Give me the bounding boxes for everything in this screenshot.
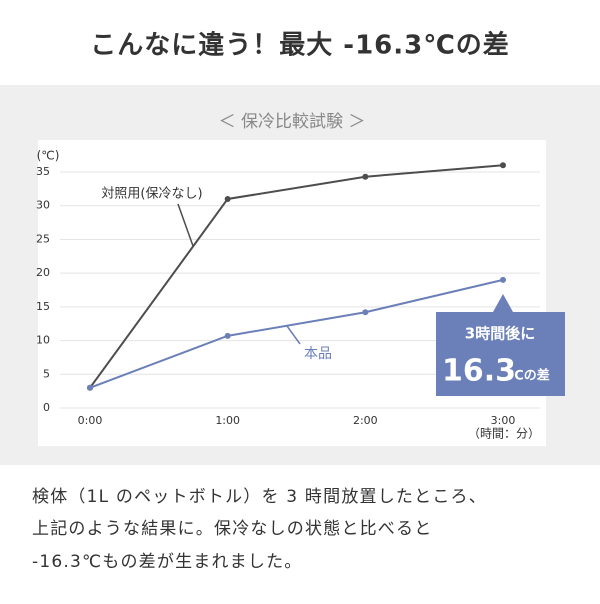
data-point — [500, 276, 506, 283]
data-point — [500, 162, 506, 169]
leader-line — [286, 325, 301, 345]
callout-unit: ℃の差 — [508, 368, 550, 384]
body-line: 検体（1L のペットボトル）を 3 時間放置したところ、 — [32, 487, 487, 507]
body-line: -16.3℃もの差が生まれました。 — [32, 552, 302, 572]
leader-line — [177, 203, 194, 247]
y-tick-label: 15 — [36, 300, 50, 313]
x-tick-label: 0:00 — [78, 414, 103, 427]
data-point — [362, 309, 369, 316]
series-line — [89, 278, 504, 389]
chart-title: ＜ 保冷比較試験 ＞ — [219, 112, 366, 132]
callout-box — [436, 294, 565, 396]
y-tick-label: 20 — [36, 266, 50, 279]
y-tick-label: 30 — [36, 199, 50, 212]
x-tick-label: 3:00 — [491, 414, 516, 427]
y-tick-label: 0 — [43, 401, 50, 414]
data-point — [87, 384, 93, 391]
x-axis-label: （時間：分） — [468, 427, 540, 441]
series-label: 本品 — [304, 346, 332, 362]
series-label: 対照用(保冷なし) — [101, 187, 202, 202]
x-tick-label: 2:00 — [353, 414, 378, 427]
y-tick-label: 35 — [36, 165, 50, 178]
body-line: 上記のような結果に。保冷なしの状態と比べると — [32, 519, 432, 539]
callout-value: 16.3 — [442, 354, 516, 389]
y-tick-label: 10 — [36, 334, 50, 347]
data-point — [224, 332, 231, 339]
data-point — [362, 173, 369, 180]
y-tick-label: 25 — [36, 232, 50, 245]
callout-text: 3時間後に — [465, 325, 535, 343]
y-tick-label: 5 — [43, 367, 50, 380]
y-axis-label: (℃) — [37, 149, 60, 163]
data-point — [224, 195, 231, 202]
x-tick-label: 1:00 — [215, 414, 240, 427]
page-title: こんなに違う！最大 -16.3℃の差 — [90, 30, 509, 61]
series-line — [89, 164, 504, 389]
